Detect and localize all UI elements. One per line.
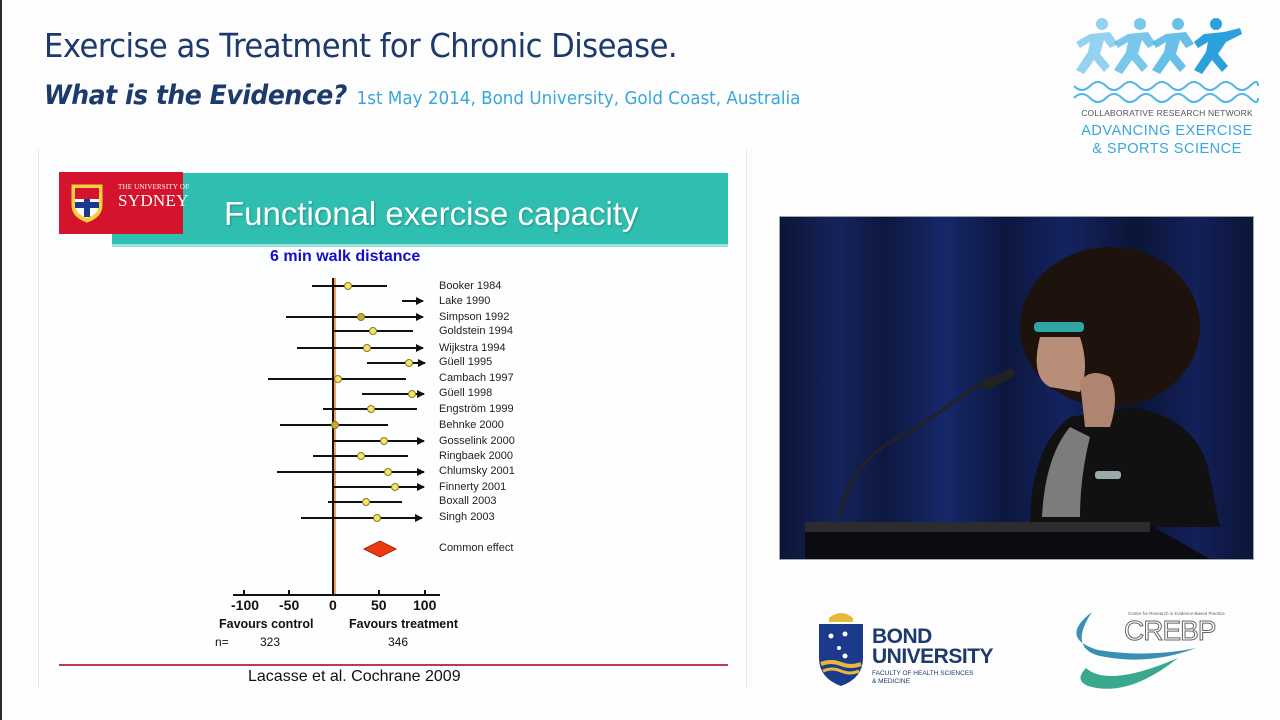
- study-label: Behnke 2000: [439, 419, 504, 431]
- bond-crest-icon: [819, 613, 863, 686]
- bond-name: BOND UNIVERSITY: [872, 625, 994, 668]
- runners-logo-icon: [1073, 18, 1259, 103]
- study-label: Engström 1999: [439, 403, 514, 415]
- study-label: Finnerty 2001: [439, 481, 507, 493]
- study-label: Güell 1995: [439, 356, 493, 368]
- study-label: Chlumsky 2001: [439, 465, 515, 477]
- slide-title-banner: [112, 173, 728, 245]
- bond-name-line1: BOND: [872, 625, 932, 648]
- favours-treatment-label: Favours treatment: [349, 617, 459, 631]
- crn-network-label: COLLABORATIVE RESEARCH NETWORK: [1081, 108, 1253, 118]
- usyd-small-text: THE UNIVERSITY OF: [118, 183, 190, 191]
- usyd-crest-icon: [71, 184, 103, 223]
- crn-tagline-line2: & SPORTS SCIENCE: [1092, 141, 1242, 157]
- n-treatment: 346: [388, 635, 409, 649]
- subtitle-question: What is the Evidence?: [44, 80, 347, 111]
- bond-faculty-line1: FACULTY OF HEALTH SCIENCES: [872, 670, 974, 677]
- crn-tagline-line1: ADVANCING EXERCISE: [1081, 123, 1253, 139]
- favours-control-label: Favours control: [219, 617, 314, 631]
- study-label: Gosselink 2000: [439, 435, 515, 447]
- x-tick-label: -50: [279, 597, 300, 613]
- frame-edge: [0, 0, 2, 720]
- speaker-video: [779, 216, 1254, 560]
- citation: Lacasse et al. Cochrane 2009: [248, 668, 461, 685]
- study-label: Booker 1984: [439, 280, 502, 292]
- usyd-name: SYDNEY: [118, 191, 189, 210]
- x-tick-label: 50: [371, 597, 387, 613]
- crn-tagline: ADVANCING EXERCISE & SPORTS SCIENCE: [1072, 122, 1262, 158]
- n-label: n=: [215, 635, 229, 649]
- crebp-logo: [1068, 608, 1218, 695]
- conference-title: Exercise as Treatment for Chronic Diseas…: [44, 26, 678, 65]
- study-label: Boxall 2003: [439, 495, 497, 507]
- x-tick-label: 0: [329, 597, 337, 613]
- study-label: Wijkstra 1994: [439, 342, 506, 354]
- x-tick-label: -100: [231, 597, 260, 613]
- bond-faculty: FACULTY OF HEALTH SCIENCES & MEDICINE: [872, 670, 974, 686]
- bond-name-line2: UNIVERSITY: [872, 645, 994, 668]
- crebp-swoosh-icon: [1076, 612, 1196, 689]
- study-label: Goldstein 1994: [439, 325, 513, 337]
- speaker-image: [805, 247, 1220, 559]
- study-label: Güell 1998: [439, 387, 493, 399]
- crebp-name: CREBP: [1123, 615, 1216, 647]
- common-effect-label: Common effect: [439, 542, 514, 554]
- usyd-logo-block: [59, 172, 183, 234]
- study-label: Ringbaek 2000: [439, 450, 514, 462]
- study-label: Cambach 1997: [439, 372, 514, 384]
- subtitle-details: 1st May 2014, Bond University, Gold Coas…: [356, 88, 801, 109]
- x-tick-label: 100: [413, 597, 437, 613]
- study-label: Lake 1990: [439, 295, 491, 307]
- slide-title: Functional exercise capacity: [224, 195, 639, 232]
- bond-university-logo: [815, 608, 1015, 693]
- study-label: Simpson 1992: [439, 311, 510, 323]
- banner-shadow: [112, 244, 728, 247]
- n-control: 323: [260, 635, 281, 649]
- bond-faculty-line2: & MEDICINE: [872, 678, 910, 685]
- crebp-fullname: Centre for Research in Evidence-Based Pr…: [1128, 611, 1225, 616]
- common-effect-diamond: [362, 540, 398, 558]
- study-label: Singh 2003: [439, 511, 495, 523]
- chart-title: 6 min walk distance: [270, 248, 421, 265]
- conference-subtitle: What is the Evidence? 1st May 2014, Bond…: [44, 80, 800, 111]
- reference-divider: [59, 664, 728, 666]
